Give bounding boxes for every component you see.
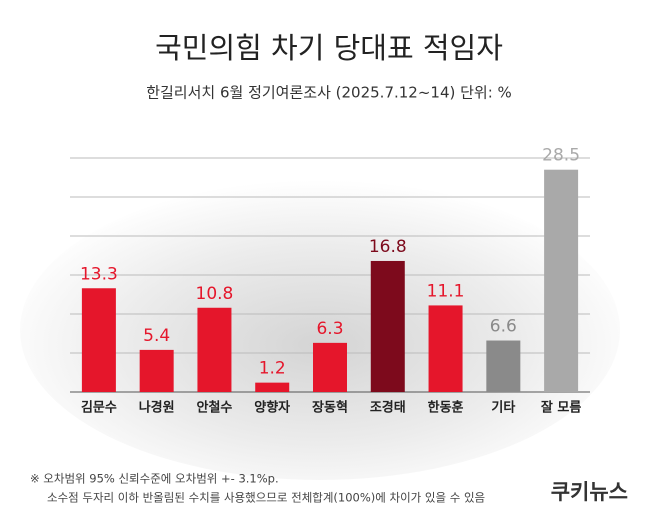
footnote: ※ 오차범위 95% 신뢰수준에 오차범위 +- 3.1%p. <box>30 472 279 486</box>
value-label: 5.4 <box>143 326 170 346</box>
value-label: 10.8 <box>196 284 234 304</box>
x-tick-label: 기타 <box>491 400 515 416</box>
x-tick-label: 잘 모름 <box>541 401 581 416</box>
value-label: 28.5 <box>542 146 580 166</box>
bar <box>486 340 521 392</box>
chart-title: 국민의힘 차기 당대표 적임자 <box>155 31 503 65</box>
bar <box>544 169 579 392</box>
background-image <box>20 180 620 480</box>
value-label: 6.6 <box>490 317 517 337</box>
value-label: 11.1 <box>427 281 465 301</box>
chart-subtitle: 한길리서치 6월 정기여론조사 (2025.7.12~14) 단위: % <box>146 84 512 102</box>
source-logo: 쿠키뉴스 <box>551 480 628 504</box>
bar <box>313 342 347 392</box>
x-tick-label: 안철수 <box>196 400 232 416</box>
x-tick-label: 장동혁 <box>312 400 348 416</box>
bar <box>139 349 174 392</box>
x-tick-label: 양향자 <box>254 400 290 416</box>
x-tick-label: 나경원 <box>139 400 175 416</box>
value-label: 1.2 <box>259 359 286 379</box>
value-label: 13.3 <box>80 264 118 284</box>
bar <box>81 288 116 392</box>
x-tick-label: 조경태 <box>370 400 406 416</box>
bar <box>255 382 290 392</box>
value-label: 16.8 <box>369 237 407 257</box>
footnote: 소수점 두자리 이하 반올림된 수치를 사용했으므로 전체합계(100%)에 차… <box>47 491 485 505</box>
bar <box>197 307 232 392</box>
bar <box>428 305 463 392</box>
x-tick-label: 김문수 <box>81 401 117 416</box>
x-tick-label: 한동훈 <box>428 400 464 416</box>
value-label: 6.3 <box>316 319 343 339</box>
bar <box>370 260 405 392</box>
